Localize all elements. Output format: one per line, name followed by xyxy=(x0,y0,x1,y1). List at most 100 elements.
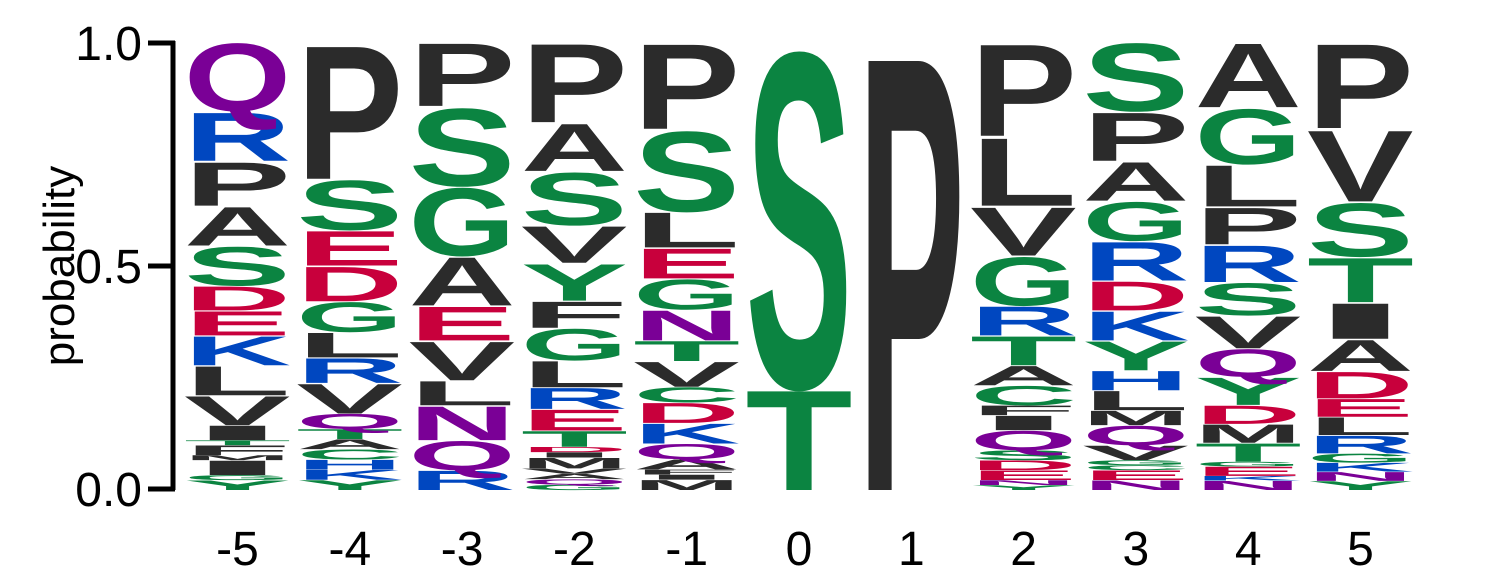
y-tick-label-05: 0.5 xyxy=(75,241,142,294)
logo-letter: L xyxy=(1307,412,1414,440)
logo-letter: L xyxy=(296,325,403,365)
logo-letter: S xyxy=(1082,24,1189,132)
logo-letter: Y xyxy=(296,477,403,493)
logo-letter: K xyxy=(633,417,740,449)
logo-letter: D xyxy=(296,257,403,312)
logo-letter: F xyxy=(184,443,291,458)
logo-letter: Y xyxy=(521,254,628,313)
logo-letter: V xyxy=(296,375,403,423)
logo-letter: L xyxy=(521,353,628,395)
logo-letter: M xyxy=(521,455,628,472)
logo-letter: G xyxy=(1082,459,1189,467)
logo-letter: S xyxy=(521,157,628,241)
logo-letter: K xyxy=(1195,475,1302,482)
logo-letter: Q xyxy=(970,425,1077,456)
logo-letter: E xyxy=(1307,394,1414,422)
logo-letter: T xyxy=(970,328,1077,374)
logo-letter: K xyxy=(184,328,291,375)
logo-letter: R xyxy=(296,351,403,391)
logo-letter: C xyxy=(633,383,740,407)
logo-columns: YGIMFTIVLKEDSAPRQYKHCATQVRLGDESPRQNLVEAG… xyxy=(184,0,1414,583)
logo-letter: L xyxy=(970,119,1077,227)
logo-letter: P xyxy=(858,0,965,583)
logo-letter: P xyxy=(1307,19,1414,154)
x-tick-label: 4 xyxy=(1235,523,1262,576)
logo-letter: T xyxy=(746,360,853,520)
logo-letter: D xyxy=(184,279,291,318)
logo-letter: V xyxy=(184,387,291,434)
logo-letter: G xyxy=(1195,93,1302,181)
logo-letter: Y xyxy=(970,484,1077,492)
logo-letter: E xyxy=(521,404,628,437)
logo-letter: P xyxy=(409,24,516,125)
logo-letter: D xyxy=(970,458,1077,473)
x-tick-label: 0 xyxy=(786,523,813,576)
logo-letter: C xyxy=(970,380,1077,411)
logo-letter: T xyxy=(521,427,628,452)
logo-letter: R xyxy=(1195,234,1302,293)
logo-letter: E xyxy=(970,468,1077,483)
logo-letter: F xyxy=(970,403,1077,418)
logo-letter: E xyxy=(409,297,516,351)
logo-letter: T xyxy=(1195,438,1302,467)
logo-letter: N xyxy=(633,302,740,350)
logo-letter: N xyxy=(1307,469,1414,483)
logo-letter: R xyxy=(970,298,1077,345)
logo-letter: C xyxy=(1082,464,1189,472)
logo-letter: G xyxy=(296,293,403,341)
logo-letter: Q xyxy=(296,410,403,434)
logo-letter: Q xyxy=(184,24,291,132)
logo-letter: L xyxy=(1195,153,1302,219)
logo-letter: I xyxy=(1307,293,1414,350)
logo-letter: R xyxy=(1082,230,1189,292)
logo-letter: P xyxy=(184,149,291,219)
logo-letter: T xyxy=(633,335,740,367)
logo-letter: K xyxy=(1307,460,1414,474)
y-tick-label-1: 1.0 xyxy=(75,18,142,71)
logo-letter: I xyxy=(184,421,291,444)
logo-letter: A xyxy=(521,110,628,185)
logo-letter: S xyxy=(633,108,740,236)
logo-letter: G xyxy=(184,474,291,482)
logo-letter: H xyxy=(1082,365,1189,396)
logo-letter: A xyxy=(1307,331,1414,381)
logo-letter: A xyxy=(1195,24,1302,127)
logo-letter: G xyxy=(1195,460,1302,467)
logo-letter: I xyxy=(633,473,740,481)
logo-letter: V xyxy=(521,467,628,475)
logo-letter: N xyxy=(409,397,516,451)
logo-letter: M xyxy=(184,454,291,462)
x-tick-label: 3 xyxy=(1123,523,1150,576)
logo-letter: C xyxy=(296,447,403,463)
logo-letter: H xyxy=(296,457,403,473)
logo-letter: G xyxy=(409,168,516,276)
logo-letter: N xyxy=(1082,478,1189,493)
logo-letter: D xyxy=(1307,364,1414,407)
logo-letter: A xyxy=(409,243,516,321)
logo-letter: P xyxy=(1195,197,1302,256)
logo-column-1: P xyxy=(858,0,965,583)
logo-letter: P xyxy=(521,21,628,146)
logo-letter: P xyxy=(970,17,1077,164)
logo-column-0: TS xyxy=(746,0,853,520)
logo-letter: T xyxy=(296,426,403,442)
logo-letter: V xyxy=(633,354,740,394)
logo-letter: A xyxy=(521,472,628,480)
logo-letter: G xyxy=(633,271,740,319)
logo-letter: M xyxy=(633,477,740,493)
logo-letter: Y xyxy=(1082,333,1189,379)
y-tick-label-0: 0.0 xyxy=(75,464,142,517)
logo-letter: A xyxy=(970,360,1077,391)
logo-letter: E xyxy=(184,304,291,343)
logo-letter: G xyxy=(1082,191,1189,253)
logo-letter: A xyxy=(184,195,291,257)
logo-letter: S xyxy=(1195,274,1302,325)
logo-letter: K xyxy=(1082,303,1189,350)
logo-letter: S xyxy=(184,236,291,298)
x-tick-label: -4 xyxy=(328,523,371,576)
